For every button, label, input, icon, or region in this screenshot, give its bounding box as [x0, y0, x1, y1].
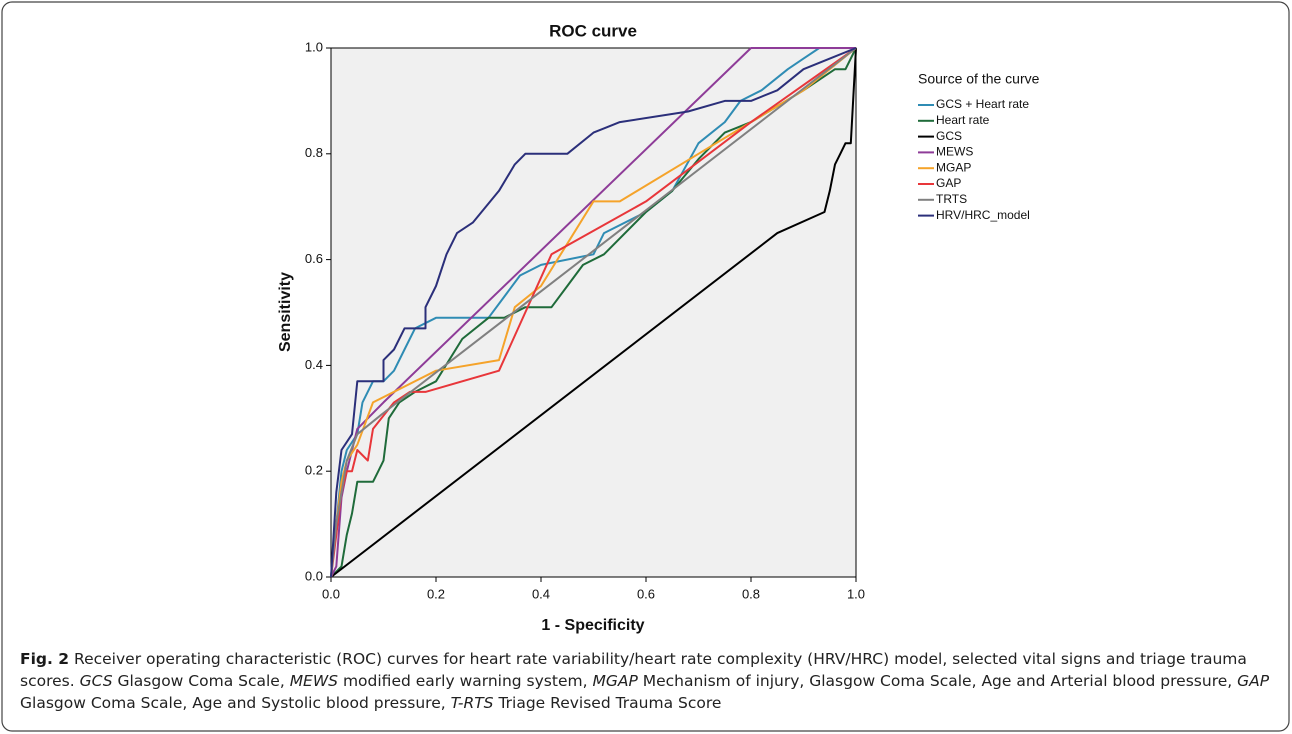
y-tick-label: 0.8: [305, 145, 323, 160]
legend-label: HRV/HRC_model: [936, 208, 1030, 222]
plot-area: [330, 47, 857, 578]
roc-curve: [330, 47, 856, 578]
x-tick-label: 0.4: [532, 586, 550, 601]
x-tick-label: 0.0: [322, 586, 340, 601]
roc-curve: [330, 47, 857, 578]
y-tick-label: 0.2: [305, 463, 323, 478]
roc-curve: [330, 47, 857, 578]
legend-label: Heart rate: [936, 113, 990, 127]
caption-text: Glasgow Coma Scale, Age and Systolic blo…: [20, 694, 451, 712]
x-tick-label: 0.8: [742, 586, 760, 601]
caption-text: Glasgow Coma Scale,: [112, 672, 290, 690]
y-tick-label: 1.0: [305, 39, 323, 54]
caption: Fig. 2 Receiver operating characteristic…: [20, 648, 1270, 714]
x-tick-label: 0.6: [637, 586, 655, 601]
caption-text: GCS: [79, 672, 113, 690]
caption-text: T-RTS: [450, 694, 494, 712]
x-tick-label: 0.2: [427, 586, 445, 601]
caption-text: MGAP: [592, 672, 638, 690]
legend-label: MEWS: [936, 145, 973, 159]
roc-curve: [330, 47, 857, 578]
caption-text: MEWS: [289, 672, 339, 690]
x-tick-label: 1.0: [847, 586, 865, 601]
y-tick-label: 0.0: [305, 568, 323, 583]
caption-text: Receiver operating characteristic (ROC) …: [20, 650, 1247, 690]
y-tick-label: 0.4: [305, 357, 323, 372]
legend-label: TRTS: [936, 192, 967, 206]
roc-curve: [330, 47, 857, 578]
y-tick-label: 0.6: [305, 251, 323, 266]
legend-title: Source of the curve: [918, 71, 1040, 87]
caption-text: Triage Revised Trauma Score: [493, 694, 722, 712]
caption-label: Fig. 2: [20, 650, 70, 668]
y-axis-label: Sensitivity: [277, 272, 294, 352]
chart-title: ROC curve: [549, 21, 637, 40]
x-axis-label: 1 - Specificity: [541, 617, 644, 634]
legend-label: GCS + Heart rate: [936, 97, 1029, 111]
caption-text: modified early warning system,: [338, 672, 593, 690]
legend-label: GAP: [936, 176, 961, 190]
caption-text: Mechanism of injury, Glasgow Coma Scale,…: [637, 672, 1238, 690]
legend-label: GCS: [936, 129, 962, 143]
legend-label: MGAP: [936, 160, 971, 174]
caption-text: GAP: [1237, 672, 1270, 690]
